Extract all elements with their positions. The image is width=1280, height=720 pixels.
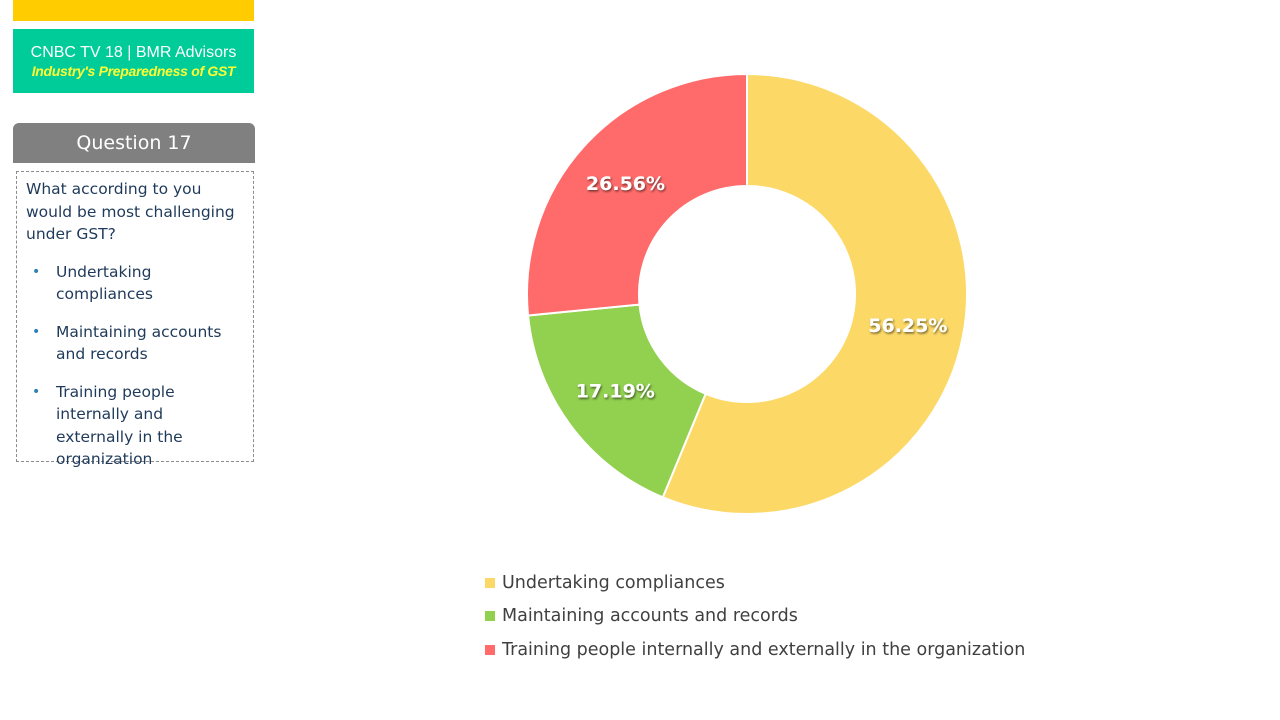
brand-title: CNBC TV 18 | BMR Advisors bbox=[30, 44, 237, 61]
legend-label: Training people internally and externall… bbox=[502, 639, 1026, 660]
question-option: • Undertaking compliances bbox=[26, 261, 244, 306]
brand-subtitle: Industry's Preparedness of GST bbox=[31, 63, 236, 79]
slice-maintaining-accounts bbox=[526, 303, 707, 499]
slice-training-people bbox=[526, 72, 748, 317]
bullet-icon: • bbox=[32, 323, 41, 340]
option-label: Training people internally and externall… bbox=[56, 382, 183, 469]
option-label: Undertaking compliances bbox=[56, 262, 154, 304]
legend-swatch-green bbox=[485, 611, 495, 622]
data-label: 56.25% bbox=[868, 315, 947, 337]
legend-swatch-red bbox=[485, 644, 495, 655]
question-option: • Training people internally and external… bbox=[26, 381, 244, 471]
slice-undertaking-compliances bbox=[661, 72, 968, 515]
question-box: What according to you would be most chal… bbox=[16, 171, 254, 468]
legend-item: Maintaining accounts and records bbox=[485, 600, 1025, 634]
legend-label: Undertaking compliances bbox=[502, 572, 725, 593]
bullet-icon: • bbox=[32, 263, 41, 280]
bullet-icon: • bbox=[32, 383, 41, 400]
header-accent-bar bbox=[13, 0, 254, 21]
option-label: Maintaining accounts and records bbox=[56, 322, 222, 364]
data-label: 26.56% bbox=[586, 173, 665, 195]
legend-swatch-yellow bbox=[485, 577, 495, 588]
question-label: Question 17 bbox=[13, 123, 255, 163]
question-option: • Maintaining accounts and records bbox=[26, 321, 244, 366]
question-options: • Undertaking compliances • Maintaining ac… bbox=[26, 261, 244, 471]
legend-item: Training people internally and externall… bbox=[485, 633, 1025, 667]
brand-box: CNBC TV 18 | BMR Advisors Industry's Pre… bbox=[13, 29, 254, 93]
legend-label: Maintaining accounts and records bbox=[502, 606, 798, 627]
chart-legend: Undertaking compliances Maintaining acco… bbox=[485, 566, 1025, 667]
data-label: 17.19% bbox=[576, 381, 655, 403]
legend-item: Undertaking compliances bbox=[485, 566, 1025, 600]
question-text: What according to you would be most chal… bbox=[26, 180, 235, 243]
